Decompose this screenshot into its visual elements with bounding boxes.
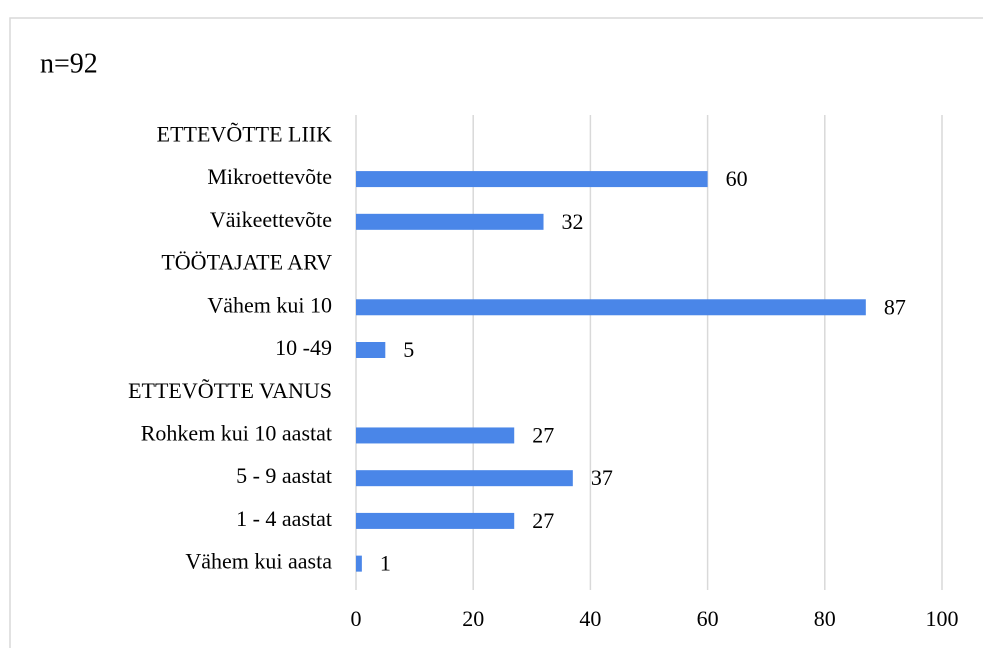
x-tick-label: 60 [697,606,719,631]
frame [9,17,983,648]
x-tick-label: 40 [579,606,601,631]
y-tick-label: ETTEVÕTTE VANUS [128,378,332,403]
value-label: 32 [562,209,584,234]
x-tick-label: 0 [351,606,362,631]
bar [356,171,708,188]
y-tick-label: ETTEVÕTTE LIIK [157,121,332,146]
bar [356,470,573,487]
y-tick-label: TÖÖTAJATE ARV [161,250,332,275]
value-label: 37 [591,465,613,490]
x-tick-label: 80 [814,606,836,631]
y-tick-label: Mikroettevõte [207,164,332,189]
y-tick-label: 5 - 9 aastat [236,463,332,488]
value-label: 87 [884,294,906,319]
chart-title: n=92 [40,48,98,79]
x-tick-label: 100 [926,606,959,631]
bar [356,512,515,529]
bar [356,213,544,230]
bar [356,342,386,358]
value-label: 60 [726,166,748,191]
value-label: 1 [380,551,391,576]
value-label: 5 [403,337,414,362]
y-tick-label: 1 - 4 aastat [236,506,332,531]
y-tick-label: Rohkem kui 10 aastat [141,421,332,446]
y-tick-label: Väikeettevõte [210,207,332,232]
y-tick-label: 10 -49 [275,335,332,360]
bar [356,299,866,316]
x-tick-label: 20 [462,606,484,631]
value-label: 27 [532,508,554,533]
bar [356,427,515,444]
y-tick-label: Vähem kui 10 [207,292,332,317]
bar [356,555,362,572]
y-tick-label: Vähem kui aasta [185,549,332,574]
value-label: 27 [532,423,554,448]
